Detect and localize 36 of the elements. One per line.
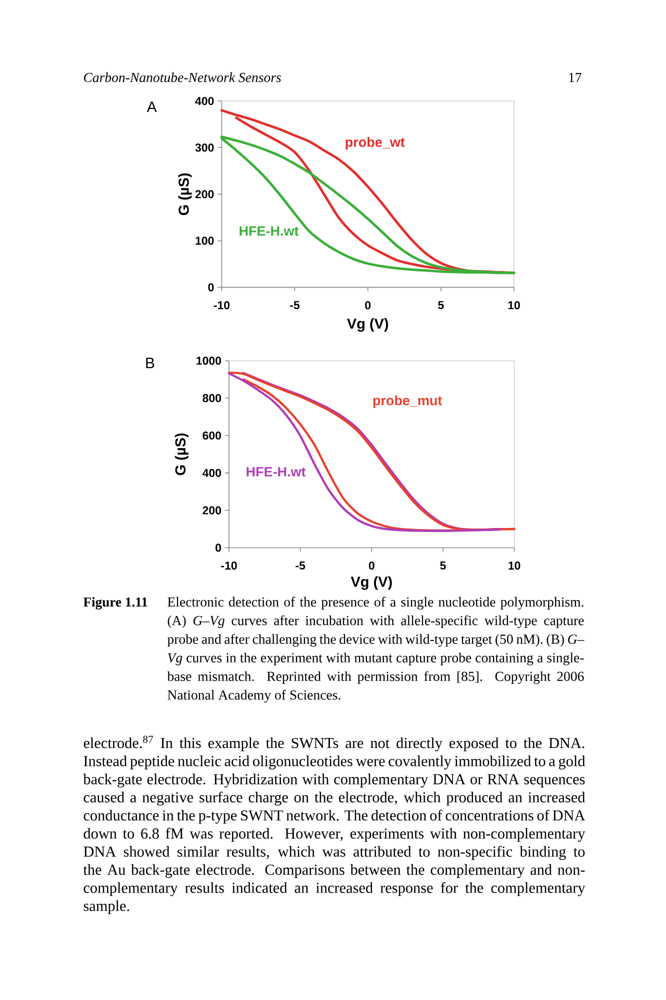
x-tick-label: -5: [290, 301, 300, 310]
y-tick-label: 400: [195, 96, 214, 106]
chart-title: B: [146, 358, 154, 368]
series-label: HFE-H.wt: [240, 226, 299, 236]
y-axis-title: G (µS): [178, 173, 192, 216]
y-tick-label: 800: [202, 394, 221, 402]
series-label: HFE-H.wt: [246, 467, 306, 476]
text: probe_mut: [373, 395, 442, 408]
text: electrode.$^{87}$ In this example the SWNTs are not directly exposed to the DNA. Instead peptide nucleic acid oligonucleotides were covalently immobilized to a gold back-gate electrode. Hybridization with complementary DNA or RNA sequences caused a negative surface charge on the electrode, which produced an increased conductance in the p-type SWNT network. The detection of concentrations of DNA down to 6.8 fM was reported. However, experiments with non-complementary DNA showed similar results, which was attributed to non-specific binding to the Au back-gate electrode. Comparisons between the complementary and non-complementary results indicated an increased response for the complementary sample.: [83, 736, 586, 914]
y-tick-label: 600: [202, 431, 221, 440]
y-tick-label: 300: [195, 144, 214, 152]
text: Carbon-Nanotube-Network Sensors: [84, 72, 281, 82]
y-axis-title: G (µS): [174, 433, 188, 476]
y-tick-label: 0: [216, 544, 222, 552]
x-tick-label: 10: [508, 301, 520, 310]
x-tick-label: 0: [368, 562, 374, 570]
y-tick-label: 200: [195, 190, 214, 198]
y-tick-label: 200: [202, 506, 221, 514]
text: 17: [569, 72, 582, 82]
y-tick-label: 0: [208, 283, 214, 292]
x-tick-label: -10: [214, 301, 230, 310]
y-tick-label: 100: [196, 236, 214, 245]
x-tick-label: 0: [365, 301, 371, 310]
x-tick-label: 5: [438, 301, 444, 310]
text: Electronic detection of the presence of a single nucleotide polymorphism. (A) G–Vg curves after incubation with allele-specific wild-type capture probe and after challenging the device with wild-type target (50 nM). (B) G–Vg curves in the experiment with mutant capture probe containing a single-base mismatch. Reprinted with permission from [85]. Copyright 2006 National Academy of Sciences.: [167, 596, 584, 702]
y-tick-label: 1000: [196, 356, 221, 365]
caption: Figure 1.11: [83, 597, 148, 610]
x-tick-label: -5: [296, 562, 306, 570]
y-tick-label: 400: [202, 468, 221, 477]
x-tick-label: -10: [221, 562, 237, 570]
x-tick-label: 5: [440, 562, 446, 570]
x-tick-label: 10: [508, 562, 520, 570]
series-label: probe_wt: [346, 137, 405, 150]
chart-title: A: [146, 102, 157, 112]
x-axis-title: Vg (V): [347, 318, 388, 332]
x-axis-title: Vg (V): [350, 576, 392, 590]
